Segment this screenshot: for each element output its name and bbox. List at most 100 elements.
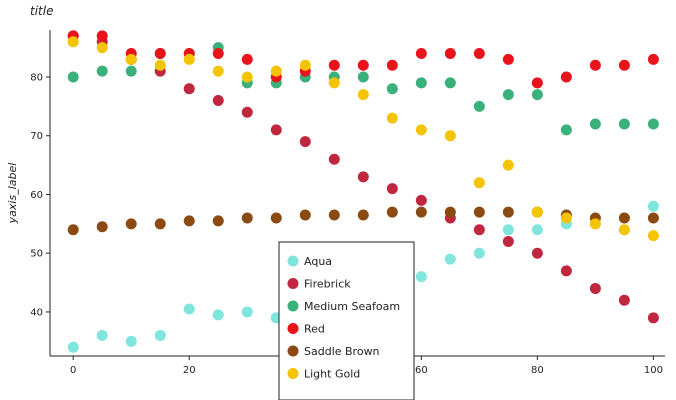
firebrick-point [531, 247, 543, 259]
firebrick-point [386, 183, 398, 195]
light-gold-point [386, 112, 398, 124]
medium-seafoam-point [67, 71, 79, 83]
firebrick-point [647, 312, 659, 324]
light-gold-point [502, 159, 514, 171]
saddle-brown-point [647, 212, 659, 224]
aqua-point [96, 329, 108, 341]
light-gold-point [125, 53, 137, 65]
red-point [154, 47, 166, 59]
red-point [560, 71, 572, 83]
light-gold-point [183, 53, 195, 65]
saddle-brown-point [357, 209, 369, 221]
light-gold-point [96, 42, 108, 54]
firebrick-point [357, 171, 369, 183]
legend-marker-red [287, 323, 299, 334]
x-tick-label: 0 [70, 365, 76, 376]
legend-marker-light-gold [287, 368, 299, 379]
medium-seafoam-point [357, 71, 369, 83]
aqua-point [415, 271, 427, 283]
chart-title: title [30, 4, 53, 18]
saddle-brown-point [241, 212, 253, 224]
saddle-brown-point [125, 218, 137, 230]
firebrick-point [328, 153, 340, 165]
legend-label-firebrick: Firebrick [304, 278, 351, 291]
y-tick-label: 80 [30, 72, 43, 83]
light-gold-point [67, 36, 79, 48]
medium-seafoam-point [618, 118, 630, 130]
red-point [589, 59, 601, 71]
data-points [67, 30, 659, 353]
firebrick-point [270, 124, 282, 136]
saddle-brown-point [473, 206, 485, 218]
red-point [212, 47, 224, 59]
y-tick-label: 50 [30, 249, 43, 260]
aqua-point [183, 303, 195, 315]
aqua-point [473, 247, 485, 259]
saddle-brown-point [386, 206, 398, 218]
red-point [386, 59, 398, 71]
medium-seafoam-point [473, 100, 485, 112]
light-gold-point [241, 71, 253, 83]
firebrick-point [473, 224, 485, 236]
medium-seafoam-point [415, 77, 427, 89]
aqua-point [502, 224, 514, 236]
saddle-brown-point [183, 215, 195, 227]
y-tick-label: 70 [30, 131, 43, 142]
light-gold-point [415, 124, 427, 136]
light-gold-point [531, 206, 543, 218]
saddle-brown-point [415, 206, 427, 218]
medium-seafoam-point [531, 89, 543, 101]
legend: Aqua Firebrick Medium Seafoam Red Saddle Bro… [278, 241, 415, 400]
medium-seafoam-point [589, 118, 601, 130]
light-gold-point [473, 177, 485, 189]
red-point [502, 53, 514, 65]
light-gold-point [154, 59, 166, 71]
legend-items: Aqua Firebrick Medium Seafoam Red Saddle Bro… [287, 255, 400, 381]
saddle-brown-point [67, 224, 79, 236]
saddle-brown-point [96, 221, 108, 233]
legend-marker-saddle-brown [287, 345, 299, 357]
legend-label-saddle-brown: Saddle Brown [304, 345, 380, 358]
aqua-point [212, 309, 224, 321]
firebrick-point [560, 265, 572, 277]
saddle-brown-point [270, 212, 282, 224]
y-ticks: 40 50 60 70 80 [30, 72, 50, 318]
light-gold-point [212, 65, 224, 77]
red-point [531, 77, 543, 89]
saddle-brown-point [154, 218, 166, 230]
x-tick-label: 100 [644, 365, 663, 376]
firebrick-point [415, 194, 427, 206]
red-point [647, 53, 659, 65]
red-point [473, 47, 485, 59]
firebrick-point [502, 235, 514, 247]
firebrick-point [183, 83, 195, 95]
firebrick-point [212, 94, 224, 106]
y-tick-label: 40 [30, 307, 43, 318]
legend-label-red: Red [304, 323, 325, 336]
legend-label-medium-seafoam: Medium Seafoam [304, 300, 400, 313]
legend-box [278, 241, 415, 400]
saddle-brown-point [444, 206, 456, 218]
light-gold-point [299, 59, 311, 71]
red-point [241, 53, 253, 65]
aqua-point [444, 253, 456, 265]
saddle-brown-point [212, 215, 224, 227]
firebrick-point [589, 282, 601, 294]
aqua-point [647, 200, 659, 212]
medium-seafoam-point [444, 77, 456, 89]
saddle-brown-point [328, 209, 340, 221]
saddle-brown-point [299, 209, 311, 221]
light-gold-point [618, 224, 630, 236]
firebrick-point [241, 106, 253, 118]
medium-seafoam-point [647, 118, 659, 130]
red-point [357, 59, 369, 71]
saddle-brown-point [502, 206, 514, 218]
red-point [96, 30, 108, 42]
medium-seafoam-point [96, 65, 108, 77]
light-gold-point [444, 130, 456, 142]
medium-seafoam-point [125, 65, 137, 77]
x-tick-label: 20 [183, 365, 196, 376]
light-gold-point [560, 212, 572, 224]
medium-seafoam-point [502, 89, 514, 101]
